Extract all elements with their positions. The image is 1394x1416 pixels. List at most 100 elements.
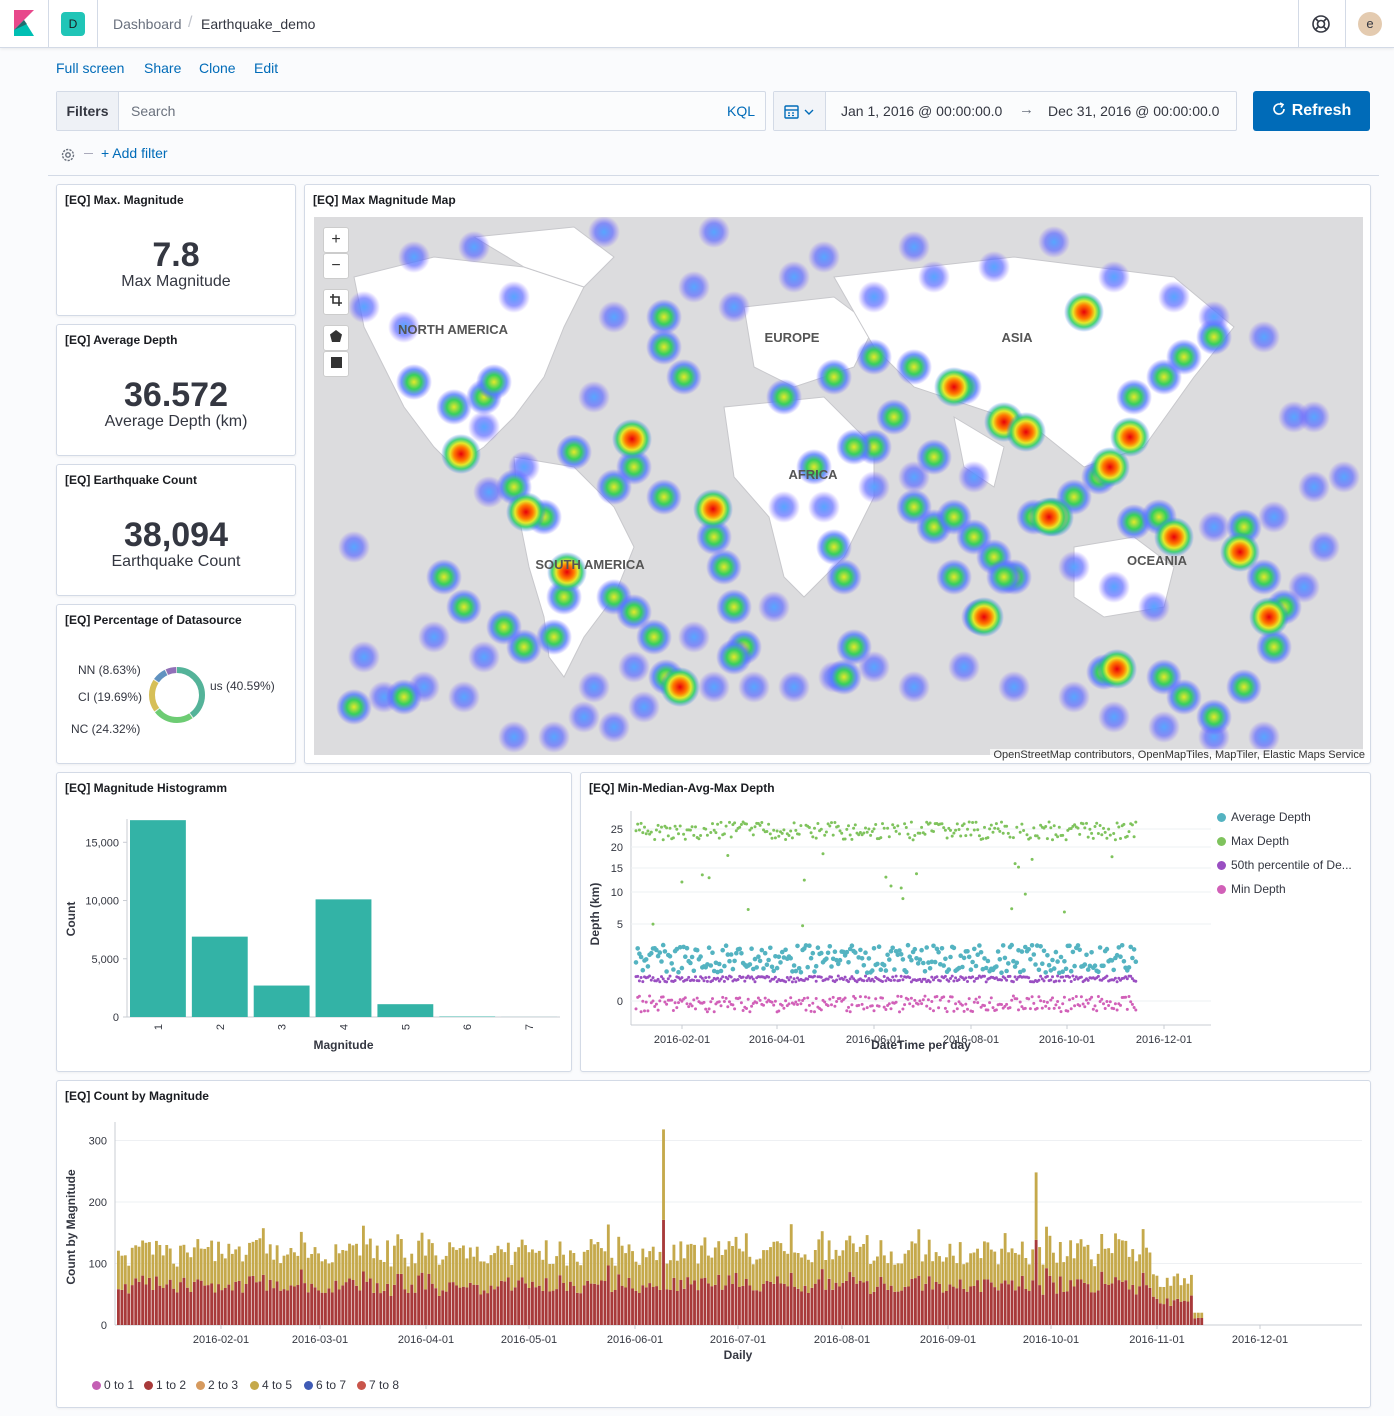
histogram-bar[interactable] — [191, 936, 248, 1017]
clone-link[interactable]: Clone — [199, 60, 236, 76]
legend-item[interactable]: 50th percentile of De... — [1217, 858, 1352, 872]
start-date[interactable]: Jan 1, 2016 @ 00:00:00.0 — [841, 103, 1003, 119]
legend-item[interactable]: Min Depth — [1217, 882, 1286, 896]
donut-slice[interactable] — [149, 667, 205, 723]
histogram-bar[interactable] — [253, 985, 310, 1017]
bar-segment — [841, 1282, 845, 1325]
legend-item[interactable]: 1 to 2 — [144, 1378, 186, 1392]
scatter-point — [1027, 976, 1031, 980]
bar-segment — [1031, 1249, 1035, 1281]
histogram-bar[interactable] — [377, 1004, 434, 1017]
bar-segment — [865, 1281, 869, 1325]
draw-rectangle-button[interactable] — [323, 351, 349, 377]
scatter-point — [932, 959, 938, 965]
heat-point — [1090, 447, 1130, 487]
zoom-in-button[interactable]: + — [323, 227, 349, 253]
share-link[interactable]: Share — [144, 60, 182, 76]
scatter-point — [719, 820, 723, 824]
scatter-point — [760, 821, 764, 824]
scatter-point — [964, 1002, 968, 1006]
scatter-point — [1092, 963, 1098, 968]
bar-segment — [751, 1264, 755, 1291]
bar-segment — [465, 1258, 469, 1288]
bar-segment — [458, 1287, 462, 1325]
donut-slice[interactable] — [149, 667, 205, 723]
bar-segment — [248, 1276, 251, 1325]
gear-icon[interactable] — [59, 146, 77, 164]
kql-language-toggle[interactable]: KQL — [726, 103, 755, 119]
scatter-point — [1061, 1002, 1065, 1006]
scatter-point — [708, 963, 714, 968]
heat-point — [598, 711, 630, 743]
heat-point — [596, 469, 632, 505]
kibana-logo-icon[interactable] — [12, 10, 36, 36]
panel-title: [EQ] Max Magnitude Map — [313, 193, 456, 207]
legend-item[interactable]: 7 to 8 — [357, 1378, 399, 1392]
bar-segment — [1110, 1283, 1114, 1325]
scatter-point — [892, 967, 897, 972]
heat-point — [816, 529, 852, 565]
scatter-point — [867, 977, 871, 980]
bar-segment — [951, 1286, 955, 1325]
histogram-bar[interactable] — [130, 820, 186, 1017]
breadcrumb-dashboard[interactable]: Dashboard — [113, 16, 182, 32]
scatter-point — [694, 1007, 697, 1011]
quick-select-button[interactable] — [774, 92, 826, 130]
heat-point — [556, 434, 592, 470]
scatter-point — [774, 965, 780, 971]
bar-segment — [793, 1252, 797, 1287]
donut-chart[interactable] — [145, 663, 209, 727]
scatter-point — [899, 974, 903, 978]
legend-item[interactable]: Max Depth — [1217, 834, 1289, 848]
add-filter-button[interactable]: + Add filter — [101, 145, 168, 161]
legend-item[interactable]: 2 to 3 — [196, 1378, 238, 1392]
bar-segment — [220, 1253, 224, 1291]
scatter-point — [1049, 998, 1053, 1002]
fit-bounds-button[interactable] — [323, 289, 349, 315]
scatter-point — [867, 827, 871, 831]
search-input[interactable]: Search — [131, 103, 176, 119]
heat-point — [1058, 681, 1090, 713]
bar-segment — [303, 1242, 307, 1284]
scatter-point — [1042, 979, 1046, 983]
scatter-point — [728, 952, 734, 957]
bar-segment — [869, 1264, 872, 1294]
y-tick-label: 5 — [617, 919, 623, 931]
draw-polygon-button[interactable] — [323, 325, 349, 351]
help-icon[interactable] — [1311, 14, 1331, 34]
heat-point — [1098, 571, 1130, 603]
bar-segment — [896, 1263, 900, 1292]
heat-point — [1029, 497, 1069, 537]
refresh-button[interactable]: Refresh — [1253, 91, 1370, 131]
scatter-point — [1038, 944, 1043, 949]
bar-segment — [465, 1287, 469, 1325]
map-attribution[interactable]: OpenStreetMap contributors, OpenMapTiles… — [990, 749, 1368, 761]
divider — [84, 153, 93, 154]
scatter-point — [683, 837, 687, 841]
scatter-point — [903, 822, 907, 826]
world-heatmap[interactable]: NORTH AMERICA EUROPE ASIA AFRICA SOUTH A… — [314, 217, 1363, 755]
scatter-point — [830, 1003, 833, 1007]
legend-item[interactable]: 4 to 5 — [250, 1378, 292, 1392]
zoom-out-button[interactable]: − — [323, 253, 349, 279]
full-screen-link[interactable]: Full screen — [56, 60, 125, 76]
histogram-bar[interactable] — [315, 899, 372, 1017]
space-selector[interactable]: D — [61, 12, 85, 36]
heat-point — [646, 479, 682, 515]
legend-label: 7 to 8 — [369, 1378, 400, 1392]
scatter-point — [909, 980, 913, 984]
donut-slice[interactable] — [149, 667, 205, 723]
legend-item[interactable]: 0 to 1 — [92, 1378, 134, 1392]
user-avatar[interactable]: e — [1358, 12, 1382, 36]
scatter-point — [712, 828, 716, 832]
bar-segment — [938, 1283, 941, 1325]
end-date[interactable]: Dec 31, 2016 @ 00:00:00.0 — [1048, 103, 1220, 119]
legend-item[interactable]: Average Depth — [1217, 810, 1311, 824]
edit-link[interactable]: Edit — [254, 60, 279, 76]
heat-point — [706, 549, 742, 585]
scatter-point — [640, 967, 646, 973]
legend-item[interactable]: 6 to 7 — [304, 1378, 346, 1392]
